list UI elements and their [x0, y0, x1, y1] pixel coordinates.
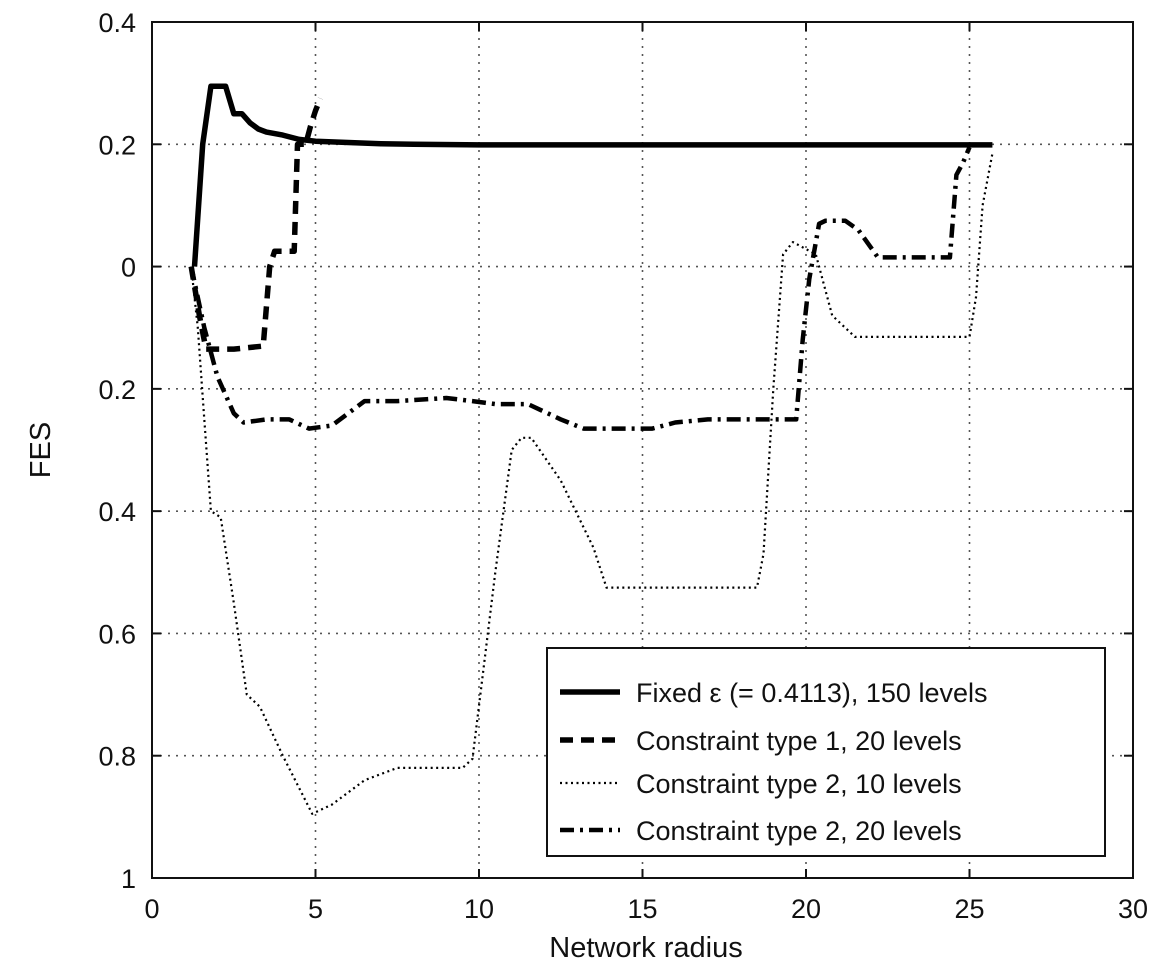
- y-tick-label: 0.2: [98, 130, 136, 160]
- x-tick-label: 10: [464, 894, 494, 924]
- tick-labels: 0 5 10 15 20 25 30 0.4 0.2 0 0.2 0.4 0.6 0.8 1: [98, 8, 1148, 924]
- legend: Fixed ε (= 0.4113), 150 levels Constraint…: [546, 647, 1106, 857]
- x-tick-label: 25: [954, 894, 984, 924]
- y-tick-label: 0.4: [98, 8, 136, 38]
- x-tick-label: 20: [791, 894, 821, 924]
- legend-label-3: Constraint type 2, 10 levels: [636, 769, 962, 799]
- legend-box: [546, 647, 1106, 857]
- y-axis-label: FES: [25, 422, 57, 478]
- series-line-1: [191, 83, 993, 267]
- x-tick-label: 30: [1118, 894, 1148, 924]
- y-tick-label: 0: [121, 253, 136, 283]
- series-layer: [188, 83, 994, 815]
- y-tick-label: 0.2: [98, 375, 136, 405]
- y-tick-label: 1: [121, 864, 136, 894]
- legend-label-2: Constraint type 1, 20 levels: [636, 726, 962, 756]
- axis-ticks: [151, 21, 1134, 879]
- y-tick-label: 0.8: [98, 742, 136, 772]
- legend-label-1: Fixed ε (= 0.4113), 150 levels: [636, 678, 987, 708]
- series-line-2: [188, 97, 323, 352]
- y-tick-label: 0.6: [98, 619, 136, 649]
- x-tick-label: 0: [144, 894, 159, 924]
- x-tick-label: 15: [627, 894, 657, 924]
- series-line-4: [188, 146, 972, 431]
- x-tick-label: 5: [308, 894, 323, 924]
- legend-label-4: Constraint type 2, 20 levels: [636, 816, 962, 846]
- y-tick-label: 0.4: [98, 497, 136, 527]
- x-axis-label: Network radius: [549, 932, 742, 964]
- series-line-3: [190, 153, 994, 815]
